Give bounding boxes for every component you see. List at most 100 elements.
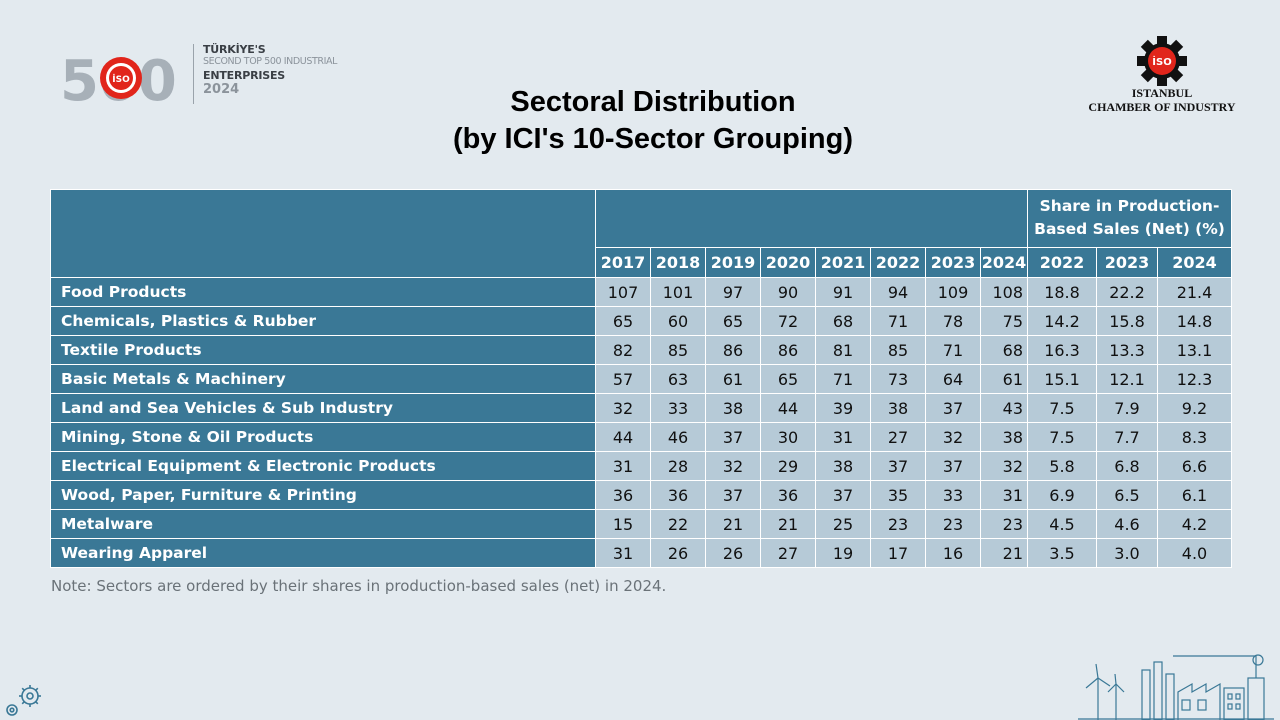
factory-illustration: [1078, 654, 1274, 720]
company-count-cell: 36: [595, 480, 651, 510]
company-count-cell: 37: [925, 393, 981, 423]
gears-icon: [6, 685, 41, 716]
share-cell: 6.1: [1156, 480, 1233, 510]
sector-name: Chemicals, Plastics & Rubber: [50, 306, 596, 336]
page-title: Sectoral Distribution (by ICI's 10-Secto…: [300, 84, 1006, 158]
brand-divider: [193, 44, 194, 104]
company-count-cell: 37: [705, 422, 761, 452]
company-count-cell: 23: [870, 509, 926, 539]
company-count-cell: 90: [760, 277, 816, 307]
sector-name: Textile Products: [50, 335, 596, 365]
company-count-cell: 107: [595, 277, 651, 307]
company-count-cell: 86: [705, 335, 761, 365]
gear-icon: İSO: [1137, 36, 1187, 86]
count-header-cell: [595, 189, 1028, 248]
share-cell: 22.2: [1096, 277, 1158, 307]
company-count-cell: 65: [595, 306, 651, 336]
company-count-cell: 27: [760, 538, 816, 568]
share-cell: 21.4: [1156, 277, 1233, 307]
sector-name: Basic Metals & Machinery: [50, 364, 596, 394]
share-cell: 14.2: [1027, 306, 1097, 336]
company-count-cell: 27: [870, 422, 926, 452]
company-count-cell: 25: [815, 509, 871, 539]
org-badge: İSO: [1152, 54, 1171, 68]
table-row: Electrical Equipment & Electronic Produc…: [50, 451, 1233, 481]
company-count-cell: 31: [595, 451, 651, 481]
company-count-cell: 75: [980, 306, 1028, 336]
company-count-cell: 35: [870, 480, 926, 510]
company-count-cell: 19: [815, 538, 871, 568]
company-count-cell: 43: [980, 393, 1028, 423]
table-row: Food Products 107 101 97 90 91 94 109 108 18.8 22.…: [50, 277, 1233, 307]
company-count-cell: 21: [980, 538, 1028, 568]
share-cell: 9.2: [1156, 393, 1233, 423]
company-count-cell: 29: [760, 451, 816, 481]
share-cell: 13.1: [1156, 335, 1233, 365]
company-count-cell: 15: [595, 509, 651, 539]
org-name-line-1: ISTANBUL: [1131, 86, 1193, 100]
company-count-cell: 26: [705, 538, 761, 568]
company-count-cell: 37: [815, 480, 871, 510]
company-count-cell: 44: [595, 422, 651, 452]
sector-name: Mining, Stone & Oil Products: [50, 422, 596, 452]
company-count-cell: 38: [870, 393, 926, 423]
share-cell: 4.0: [1156, 538, 1233, 568]
sector-name: Electrical Equipment & Electronic Produc…: [50, 451, 596, 481]
company-count-cell: 81: [815, 335, 871, 365]
table-row: Mining, Stone & Oil Products 44 46 37 30 31 27…: [50, 422, 1233, 452]
share-cell: 6.9: [1027, 480, 1097, 510]
company-count-cell: 68: [980, 335, 1028, 365]
share-cell: 7.5: [1027, 393, 1097, 423]
brand-line-2: SECOND TOP 500 INDUSTRIAL: [203, 56, 337, 67]
share-cell: 6.5: [1096, 480, 1158, 510]
company-count-cell: 61: [980, 364, 1028, 394]
company-count-cell: 26: [650, 538, 706, 568]
share-year-header-2023: 2023: [1096, 247, 1158, 278]
company-count-cell: 31: [595, 538, 651, 568]
company-count-cell: 30: [760, 422, 816, 452]
sector-name: Wood, Paper, Furniture & Printing: [50, 480, 596, 510]
company-count-cell: 65: [760, 364, 816, 394]
year-header-2022: 2022: [870, 247, 926, 278]
year-header-2018: 2018: [650, 247, 706, 278]
sector-name: Metalware: [50, 509, 596, 539]
year-header-2020: 2020: [760, 247, 816, 278]
brand-logo: 500 İSO TÜRKİYE'S SECOND TOP 500 INDUSTR…: [58, 40, 358, 110]
company-count-cell: 73: [870, 364, 926, 394]
share-cell: 16.3: [1027, 335, 1097, 365]
company-count-cell: 33: [925, 480, 981, 510]
company-count-cell: 22: [650, 509, 706, 539]
company-count-cell: 17: [870, 538, 926, 568]
company-count-cell: 32: [595, 393, 651, 423]
company-count-cell: 57: [595, 364, 651, 394]
year-header-2017: 2017: [595, 247, 651, 278]
brand-line-4: 2024: [203, 81, 240, 97]
title-line-1: Sectoral Distribution: [510, 86, 796, 118]
sector-table: Share in Production-Based Sales (Net) (%…: [50, 189, 1233, 568]
company-count-cell: 33: [650, 393, 706, 423]
table-row: Land and Sea Vehicles & Sub Industry 32 33…: [50, 393, 1233, 423]
share-cell: 15.8: [1096, 306, 1158, 336]
year-header-2023: 2023: [925, 247, 981, 278]
sector-name: Food Products: [50, 277, 596, 307]
company-count-cell: 32: [925, 422, 981, 452]
share-cell: 18.8: [1027, 277, 1097, 307]
company-count-cell: 39: [815, 393, 871, 423]
company-count-cell: 38: [705, 393, 761, 423]
table-row: Wearing Apparel 31 26 26 27 19 17 16 21 3.5 3.0 4.0: [50, 538, 1233, 568]
share-cell: 4.6: [1096, 509, 1158, 539]
sector-name: Land and Sea Vehicles & Sub Industry: [50, 393, 596, 423]
company-count-cell: 37: [705, 480, 761, 510]
share-cell: 7.7: [1096, 422, 1158, 452]
share-cell: 6.8: [1096, 451, 1158, 481]
share-cell: 12.3: [1156, 364, 1233, 394]
brand-line-1: TÜRKİYE'S: [203, 43, 266, 56]
share-year-header-2024: 2024: [1156, 247, 1233, 278]
company-count-cell: 71: [870, 306, 926, 336]
share-header: Share in Production-Based Sales (Net) (%…: [1026, 189, 1233, 248]
brand-line-3: ENTERPRISES: [203, 68, 285, 82]
company-count-cell: 61: [705, 364, 761, 394]
org-logo: İSO ISTANBUL CHAMBER OF INDUSTRY: [1072, 35, 1252, 125]
share-cell: 6.6: [1156, 451, 1233, 481]
title-line-2: (by ICI's 10-Sector Grouping): [452, 123, 854, 155]
